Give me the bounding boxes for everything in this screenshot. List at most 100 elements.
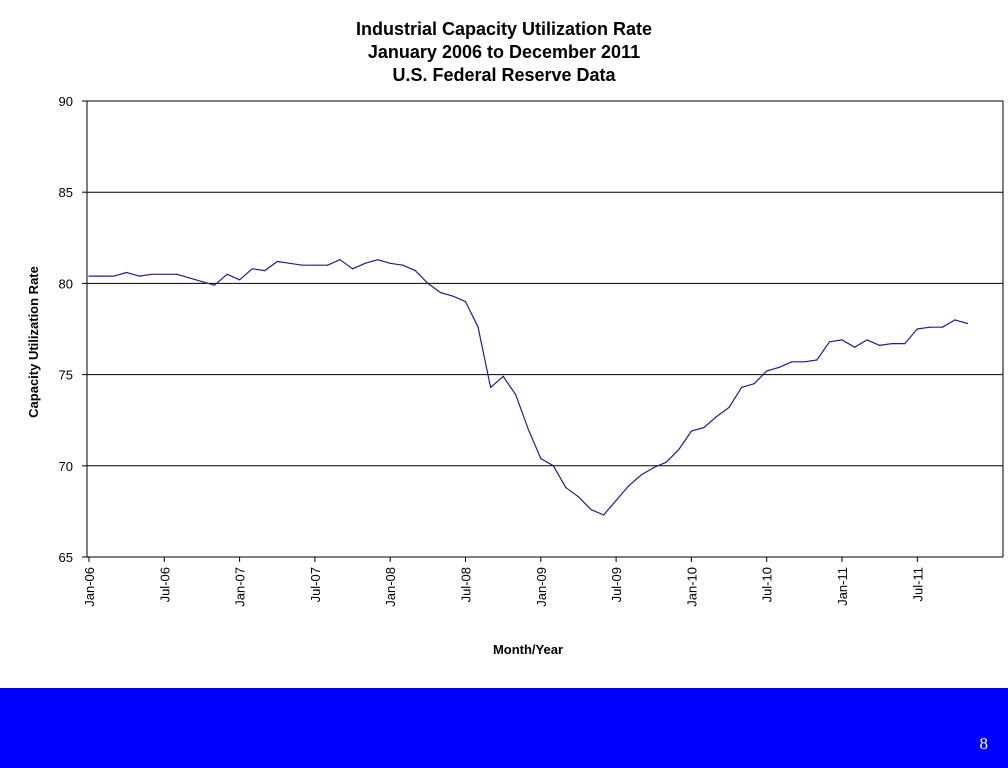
data-point [88, 275, 90, 277]
x-tick-label: Jul-09 [609, 567, 624, 602]
x-tick-label: Jan-09 [534, 567, 549, 607]
y-tick-label: 70 [59, 459, 73, 474]
axis-labels: Month/Year Capacity Utilization Rate 65 7… [26, 94, 925, 657]
data-point [628, 485, 630, 487]
data-point [879, 344, 881, 346]
data-point [665, 461, 667, 463]
y-tick-label: 90 [59, 94, 73, 109]
x-tick-label: Jan-07 [233, 567, 248, 607]
data-point [477, 326, 479, 328]
x-tick-label: Jan-08 [383, 567, 398, 607]
data-point [352, 268, 354, 270]
data-point [916, 328, 918, 330]
data-point [377, 259, 379, 261]
chart-title: Industrial Capacity Utilization Rate Jan… [0, 18, 1008, 87]
data-point [213, 284, 216, 286]
data-point [954, 319, 956, 321]
data-point [100, 275, 103, 277]
data-point [803, 361, 806, 363]
chart-title-line-3: U.S. Federal Reserve Data [392, 65, 616, 85]
data-point [151, 273, 153, 275]
data-point [276, 260, 278, 263]
data-point [264, 270, 266, 272]
data-point [427, 282, 429, 284]
data-point [577, 496, 580, 498]
data-point [728, 406, 730, 408]
y-tick-label: 80 [59, 276, 73, 291]
line-chart: Month/Year Capacity Utilization Rate 65 7… [26, 94, 1004, 657]
data-point [251, 268, 253, 270]
data-point [854, 346, 856, 348]
data-point [891, 343, 893, 345]
data-point [653, 467, 655, 469]
data-point [540, 457, 542, 460]
data-point [226, 273, 228, 275]
data-point [816, 359, 818, 361]
data-point [176, 273, 178, 275]
data-point [326, 264, 329, 266]
slide-number: 8 [979, 734, 989, 753]
y-axis-title: Capacity Utilization Rate [26, 266, 41, 418]
series-line [89, 259, 968, 516]
x-tick-label: Jul-07 [308, 567, 323, 602]
data-point [941, 326, 944, 328]
data-point [791, 361, 793, 363]
data-point [678, 448, 680, 450]
series-layer [88, 259, 969, 516]
data-point [527, 428, 529, 430]
y-tick-label: 85 [59, 185, 73, 200]
data-point [778, 366, 780, 368]
data-point [929, 326, 931, 328]
x-tick-label: Jul-11 [910, 567, 925, 601]
data-point [289, 262, 291, 264]
data-point [188, 277, 190, 279]
data-point [402, 264, 404, 266]
data-point [715, 416, 718, 418]
data-point [163, 273, 165, 275]
data-point [966, 322, 969, 325]
data-point [414, 270, 416, 272]
data-point [201, 281, 203, 283]
data-point [239, 279, 241, 281]
x-tick-label: Jul-06 [157, 567, 172, 602]
chart-title-line-2: January 2006 to December 2011 [367, 42, 641, 62]
data-point [126, 271, 128, 274]
data-point [603, 514, 605, 516]
data-point [314, 264, 316, 266]
data-point [615, 499, 617, 502]
x-tick-label: Jul-08 [459, 567, 474, 602]
data-point [841, 339, 843, 341]
data-point [339, 259, 341, 261]
data-point [866, 339, 868, 341]
data-point [515, 394, 517, 396]
data-point [439, 291, 441, 294]
x-tick-label: Jan-06 [82, 567, 97, 607]
data-point [452, 295, 454, 297]
data-point [138, 275, 140, 277]
data-point [753, 383, 755, 385]
chart-title-line-1: Industrial Capacity Utilization Rate [355, 19, 653, 39]
x-tick-label: Jan-10 [684, 567, 699, 607]
axes [82, 100, 1004, 562]
footer-bar [0, 688, 1008, 768]
data-point [552, 465, 555, 467]
data-point [301, 264, 303, 266]
data-point [490, 386, 492, 388]
data-point [389, 262, 391, 264]
data-point [703, 426, 705, 429]
x-tick-label: Jan-11 [835, 567, 850, 606]
data-point [113, 275, 115, 277]
data-point [565, 487, 567, 489]
data-point [502, 375, 504, 377]
data-point [364, 262, 366, 264]
data-point [590, 509, 592, 511]
data-point [828, 341, 831, 343]
data-point [741, 386, 743, 388]
y-tick-label: 75 [59, 368, 73, 383]
gridlines [87, 100, 1003, 467]
data-point [904, 343, 906, 345]
data-point [690, 430, 693, 432]
data-point [464, 301, 467, 303]
x-axis-title: Month/Year [493, 642, 563, 657]
